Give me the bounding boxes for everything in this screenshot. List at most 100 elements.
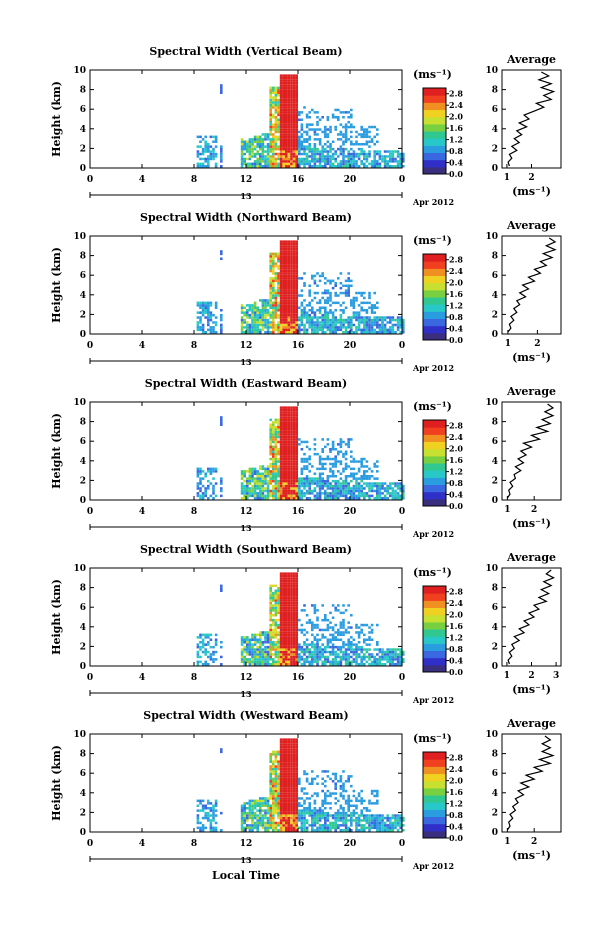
heatmap-cell: [282, 753, 285, 756]
heatmap-cell: [269, 252, 272, 256]
heatmap-cell: [201, 306, 205, 309]
heatmap-cell: [324, 331, 327, 334]
heatmap-cell: [277, 430, 280, 434]
heatmap-cell: [248, 316, 252, 319]
heatmap-cell: [295, 286, 298, 290]
x-tick-label: 8: [191, 341, 197, 351]
heatmap-cell: [394, 648, 397, 651]
heatmap-cell: [365, 492, 369, 495]
heatmap-cell: [344, 279, 348, 283]
heatmap-cell: [256, 494, 259, 498]
heatmap-cell: [321, 130, 324, 134]
heatmap-cell: [370, 165, 374, 168]
heatmap-cell: [269, 440, 272, 444]
heatmap-cell: [274, 328, 278, 332]
heatmap-cell: [282, 765, 285, 768]
heatmap-cell: [295, 599, 298, 602]
heatmap-cell: [274, 147, 278, 151]
heatmap-cell: [357, 489, 361, 493]
heatmap-cell: [318, 155, 322, 158]
heatmap-cell: [292, 487, 296, 490]
heatmap-cell: [402, 323, 405, 327]
heatmap-cell: [363, 487, 366, 490]
heatmap-cell: [274, 272, 278, 275]
heatmap-cell: [376, 489, 379, 493]
heatmap-cell: [300, 789, 304, 793]
heatmap-cell: [287, 269, 291, 273]
heatmap-cell: [212, 487, 215, 490]
heatmap-cell: [292, 150, 296, 153]
heatmap-cell: [334, 489, 337, 493]
heatmap-cell: [282, 584, 285, 588]
heatmap-cell: [248, 309, 252, 312]
heatmap-cell: [282, 311, 285, 314]
heatmap-cell: [344, 326, 348, 329]
heatmap-cell: [220, 584, 223, 588]
heatmap-cell: [285, 321, 288, 324]
heatmap-cell: [272, 765, 275, 768]
average-y-tick-label: 10: [485, 232, 498, 242]
heatmap-cell: [279, 743, 283, 746]
heatmap-cell: [305, 147, 309, 151]
heatmap-cell: [269, 86, 272, 90]
heatmap-cell: [373, 663, 376, 666]
heatmap-cell: [292, 81, 296, 85]
heatmap-cell: [308, 455, 311, 458]
heatmap-cell: [290, 767, 293, 771]
heatmap-cell: [204, 306, 207, 309]
heatmap-cell: [347, 289, 350, 292]
heatmap-cell: [277, 492, 280, 495]
heatmap-cell: [196, 814, 200, 817]
heatmap-cell: [264, 313, 267, 317]
heatmap-cell: [290, 762, 293, 766]
heatmap-cell: [337, 494, 340, 498]
heatmap-cell: [269, 650, 272, 654]
heatmap-cell: [300, 482, 304, 485]
heatmap-cell: [285, 125, 288, 129]
heatmap-cell: [253, 826, 257, 830]
panel-2: Spectral Width (Northward Beam)0246810He…: [50, 211, 562, 373]
heatmap-cell: [287, 811, 291, 815]
heatmap-cell: [287, 247, 291, 251]
heatmap-cell: [251, 328, 254, 332]
heatmap-cell: [389, 655, 392, 659]
heatmap-cell: [287, 765, 291, 768]
heatmap-cell: [253, 802, 257, 805]
heatmap-cell: [204, 826, 207, 830]
heatmap-cell: [277, 98, 280, 102]
heatmap-cell: [277, 86, 280, 90]
heatmap-cell: [363, 497, 366, 500]
heatmap-cell: [290, 797, 293, 800]
heatmap-cell: [326, 155, 330, 158]
colorbar-tick-label: 0.0: [449, 169, 463, 179]
heatmap-cell: [368, 130, 371, 134]
date-label: Apr 2012: [412, 529, 454, 539]
heatmap-cell: [261, 816, 265, 820]
heatmap-cell: [285, 609, 288, 612]
heatmap-cell: [298, 782, 301, 785]
heatmap-cell: [282, 616, 285, 619]
heatmap-cell: [199, 326, 202, 329]
heatmap-cell: [287, 636, 291, 639]
heatmap-cell: [376, 641, 379, 644]
heatmap-cell: [300, 467, 304, 471]
heatmap-cell: [295, 826, 298, 830]
heatmap-cell: [287, 777, 291, 781]
heatmap-cell: [396, 484, 400, 488]
heatmap-cell: [292, 430, 296, 434]
heatmap-cell: [256, 804, 259, 807]
heatmap-cell: [248, 799, 252, 803]
heatmap-cell: [204, 157, 207, 161]
average-y-tick-label: 2: [492, 310, 498, 320]
heatmap-cell: [261, 138, 265, 141]
heatmap-cell: [240, 321, 244, 324]
heatmap-cell: [285, 408, 288, 412]
heatmap-cell: [261, 648, 265, 651]
heatmap-cell: [295, 758, 298, 761]
heatmap-cell: [326, 618, 330, 622]
heatmap-cell: [282, 125, 285, 129]
heatmap-cell: [331, 457, 335, 461]
heatmap-cell: [287, 589, 291, 592]
heatmap-cell: [277, 309, 280, 312]
heatmap-cell: [295, 592, 298, 595]
